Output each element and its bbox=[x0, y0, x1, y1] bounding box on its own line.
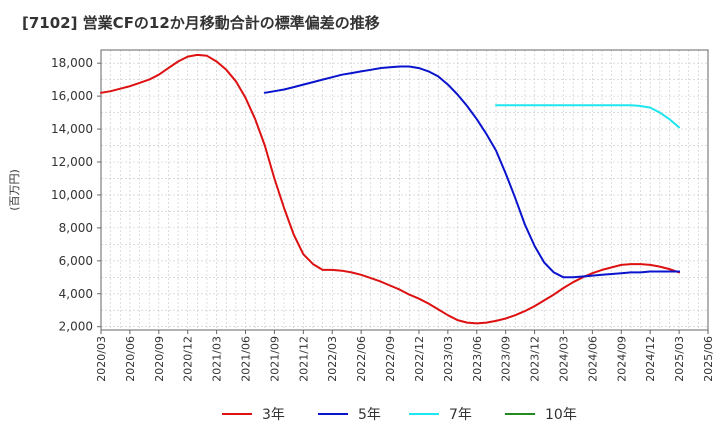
x-tick-label: 2021/06 bbox=[240, 336, 253, 382]
chart-title: [7102] 営業CFの12か月移動合計の標準偏差の推移 bbox=[22, 14, 380, 32]
y-tick-label: 6,000 bbox=[59, 254, 93, 268]
x-tick-label: 2023/09 bbox=[500, 336, 513, 382]
x-tick-label: 2025/03 bbox=[673, 336, 686, 382]
y-tick-label: 10,000 bbox=[51, 188, 93, 202]
y-axis-label: (百万円) bbox=[8, 169, 21, 211]
y-tick-label: 14,000 bbox=[51, 122, 93, 136]
x-tick-label: 2022/12 bbox=[413, 336, 426, 382]
x-tick-label: 2022/03 bbox=[326, 336, 339, 382]
x-tick-label: 2022/09 bbox=[384, 336, 397, 382]
x-tick-label: 2020/03 bbox=[95, 336, 108, 382]
legend-label-10年: 10年 bbox=[545, 407, 577, 423]
x-tick-label: 2023/06 bbox=[471, 336, 484, 382]
legend-label-3年: 3年 bbox=[262, 407, 285, 423]
x-tick-label: 2025/06 bbox=[702, 336, 715, 382]
plot-area bbox=[100, 49, 709, 331]
x-tick-label: 2024/06 bbox=[586, 336, 599, 382]
x-tick-label: 2024/03 bbox=[557, 336, 570, 382]
x-tick-label: 2021/09 bbox=[268, 336, 281, 382]
x-tick-label: 2023/03 bbox=[442, 336, 455, 382]
x-tick-label: 2023/12 bbox=[529, 336, 542, 382]
y-tick-label: 2,000 bbox=[59, 320, 93, 334]
x-tick-label: 2021/03 bbox=[211, 336, 224, 382]
legend-label-5年: 5年 bbox=[358, 407, 381, 423]
series-line-7年 bbox=[495, 104, 681, 129]
x-tick-label: 2024/09 bbox=[615, 336, 628, 382]
x-tick-label: 2021/12 bbox=[297, 336, 310, 382]
y-tick-label: 8,000 bbox=[59, 221, 93, 235]
x-tick-label: 2024/12 bbox=[644, 336, 657, 382]
y-tick-label: 12,000 bbox=[51, 155, 93, 169]
x-tick-label: 2020/09 bbox=[153, 336, 166, 382]
x-tick-label: 2022/06 bbox=[355, 336, 368, 382]
y-tick-label: 16,000 bbox=[51, 89, 93, 103]
legend-label-7年: 7年 bbox=[449, 407, 472, 423]
y-tick-label: 4,000 bbox=[59, 287, 93, 301]
y-tick-label: 18,000 bbox=[51, 56, 93, 70]
x-tick-label: 2020/12 bbox=[182, 336, 195, 382]
series-line-5年 bbox=[263, 65, 681, 279]
x-tick-label: 2020/06 bbox=[124, 336, 137, 382]
